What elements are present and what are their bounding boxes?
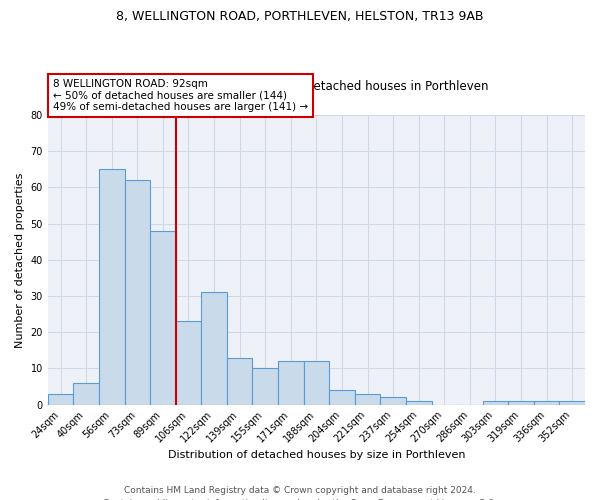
Text: Contains public sector information licensed under the Open Government Licence v3: Contains public sector information licen… (103, 498, 497, 500)
Bar (201, 292, 227, 405)
Bar (380, 398, 406, 404)
Text: Contains HM Land Registry data © Crown copyright and database right 2024.: Contains HM Land Registry data © Crown c… (124, 486, 476, 495)
Bar (304, 361, 329, 405)
Bar (176, 322, 201, 404)
Bar (73, 383, 99, 404)
Text: 8 WELLINGTON ROAD: 92sqm
← 50% of detached houses are smaller (144)
49% of semi-: 8 WELLINGTON ROAD: 92sqm ← 50% of detach… (53, 79, 308, 112)
Text: 8, WELLINGTON ROAD, PORTHLEVEN, HELSTON, TR13 9AB: 8, WELLINGTON ROAD, PORTHLEVEN, HELSTON,… (116, 10, 484, 23)
Bar (406, 401, 431, 404)
Bar (253, 368, 278, 404)
Bar (534, 401, 559, 404)
Bar (99, 170, 125, 404)
Bar (329, 390, 355, 404)
X-axis label: Distribution of detached houses by size in Porthleven: Distribution of detached houses by size … (167, 450, 465, 460)
Bar (227, 358, 253, 405)
Bar (278, 361, 304, 405)
Bar (125, 180, 150, 404)
Y-axis label: Number of detached properties: Number of detached properties (15, 172, 25, 348)
Bar (482, 401, 508, 404)
Bar (150, 231, 176, 404)
Bar (355, 394, 380, 404)
Title: Size of property relative to detached houses in Porthleven: Size of property relative to detached ho… (144, 80, 488, 93)
Bar (508, 401, 534, 404)
Bar (559, 401, 585, 404)
Bar (48, 394, 73, 404)
